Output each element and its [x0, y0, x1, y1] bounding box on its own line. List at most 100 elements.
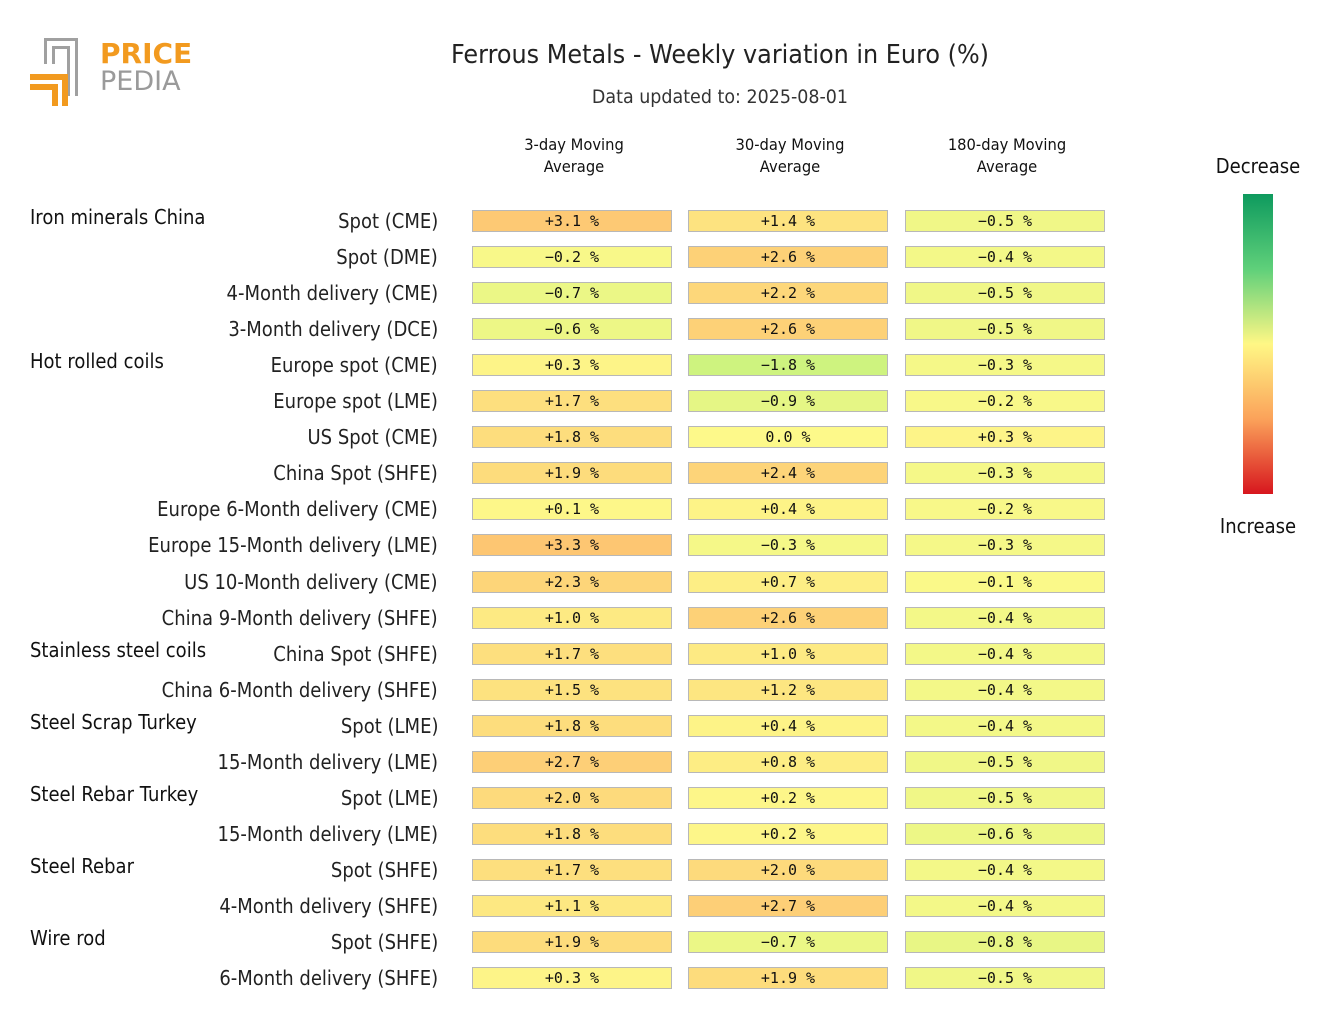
logo-text-pedia: PEDIA	[100, 66, 181, 97]
heatmap-cell: +2.2 %	[688, 282, 888, 305]
row-label: Spot (LME)	[340, 785, 438, 810]
heatmap-cell: −0.2 %	[472, 246, 672, 269]
heatmap-cell: −0.5 %	[905, 786, 1105, 809]
group-label: Steel Rebar	[30, 853, 134, 878]
logo-text-price: PRICE	[100, 37, 192, 70]
heatmap-cell: −0.3 %	[688, 534, 888, 557]
row-label: Europe 15-Month delivery (LME)	[148, 533, 438, 558]
heatmap-cell: +2.6 %	[688, 246, 888, 269]
heatmap-cell: −0.6 %	[905, 822, 1105, 845]
row-label: Spot (SHFE)	[330, 930, 438, 954]
heatmap-cell: −0.1 %	[905, 570, 1105, 593]
heatmap-cell: 0.0 %	[688, 426, 888, 449]
group-label: Steel Rebar Turkey	[30, 781, 199, 806]
heatmap-cell: −0.7 %	[472, 282, 672, 305]
row-label: 4-Month delivery (CME)	[226, 281, 438, 306]
group-label: Steel Scrap Turkey	[30, 709, 197, 734]
heatmap-cell: +0.2 %	[688, 822, 888, 845]
row-label: Spot (SHFE)	[330, 857, 438, 882]
heatmap-cell: +2.3 %	[472, 570, 672, 593]
heatmap-cell: −0.4 %	[905, 642, 1105, 665]
row-label: US Spot (CME)	[307, 425, 438, 450]
heatmap-cell: +0.4 %	[688, 714, 888, 737]
row-label: Spot (DME)	[336, 245, 438, 270]
heatmap-cell: −0.8 %	[905, 931, 1105, 953]
row-label: China 9-Month delivery (SHFE)	[162, 605, 438, 630]
heatmap-cell: +1.0 %	[688, 642, 888, 665]
heatmap-cell: +1.0 %	[472, 606, 672, 629]
row-label: 15-Month delivery (LME)	[217, 749, 438, 774]
heatmap-cell: +2.6 %	[688, 606, 888, 629]
heatmap-cell: +1.9 %	[472, 931, 672, 953]
heatmap-cell: −0.3 %	[905, 534, 1105, 557]
group-label: Iron minerals China	[30, 205, 206, 229]
row-label: US 10-Month delivery (CME)	[184, 569, 438, 594]
heatmap-cell: +2.0 %	[472, 786, 672, 809]
row-label: China Spot (SHFE)	[273, 641, 438, 666]
heatmap-cell: −0.4 %	[905, 858, 1105, 881]
heatmap-cell: −0.5 %	[905, 210, 1105, 232]
heatmap-cell: +1.8 %	[472, 822, 672, 845]
heatmap-cell: −0.3 %	[905, 462, 1105, 485]
heatmap-cell: −0.5 %	[905, 967, 1105, 990]
heatmap-cell: +1.5 %	[472, 678, 672, 701]
color-scale-bar	[1243, 194, 1273, 494]
heatmap-cell: +1.9 %	[688, 967, 888, 990]
heatmap-cell: +1.7 %	[472, 858, 672, 881]
heatmap-cell: +0.8 %	[688, 750, 888, 773]
row-label: 3-Month delivery (DCE)	[228, 317, 438, 342]
group-label: Hot rolled coils	[30, 349, 164, 374]
heatmap-cell: +0.2 %	[688, 786, 888, 809]
legend-increase-label: Increase	[1219, 514, 1297, 538]
row-label: Europe spot (CME)	[270, 353, 438, 378]
heatmap-cell: +1.8 %	[472, 714, 672, 737]
heatmap-cell: +1.1 %	[472, 894, 672, 917]
heatmap-cell: +0.3 %	[472, 354, 672, 377]
heatmap-cell: −0.4 %	[905, 894, 1105, 917]
group-label: Stainless steel coils	[30, 637, 207, 662]
group-label: Wire rod	[30, 926, 106, 950]
heatmap-cell: +1.2 %	[688, 678, 888, 701]
row-label: Spot (LME)	[340, 713, 438, 738]
heatmap-cell: +2.6 %	[688, 318, 888, 341]
heatmap-cell: +0.4 %	[688, 498, 888, 521]
heatmap-cell: +1.8 %	[472, 426, 672, 449]
chart-title: Ferrous Metals - Weekly variation in Eur…	[450, 40, 990, 70]
heatmap-cell: +2.4 %	[688, 462, 888, 485]
row-label: China Spot (SHFE)	[273, 461, 438, 486]
heatmap-cell: +0.3 %	[905, 426, 1105, 449]
heatmap-cell: +1.7 %	[472, 642, 672, 665]
heatmap-cell: +0.1 %	[472, 498, 672, 521]
heatmap-cell: −1.8 %	[688, 354, 888, 377]
heatmap-cell: −0.5 %	[905, 282, 1105, 305]
column-header-1: 3-day Moving Average	[524, 135, 624, 176]
column-header-2: 30-day Moving Average	[735, 135, 845, 176]
heatmap-cell: +0.3 %	[472, 967, 672, 990]
heatmap-cell: +1.9 %	[472, 462, 672, 485]
heatmap-cell: −0.6 %	[472, 318, 672, 341]
heatmap-cell: −0.2 %	[905, 390, 1105, 413]
row-label: 15-Month delivery (LME)	[217, 821, 438, 846]
heatmap-cell: −0.9 %	[688, 390, 888, 413]
heatmap-cell: −0.4 %	[905, 606, 1105, 629]
row-label: Europe spot (LME)	[273, 389, 438, 414]
pricepedia-logo: PRICE PEDIA	[30, 37, 192, 106]
heatmap-cell: +2.7 %	[688, 894, 888, 917]
heatmap-cell: +3.1 %	[472, 210, 672, 232]
heatmap-cell: +2.7 %	[472, 750, 672, 773]
row-label: 4-Month delivery (SHFE)	[219, 893, 438, 918]
row-label: China 6-Month delivery (SHFE)	[162, 677, 438, 702]
row-label: Spot (CME)	[337, 209, 438, 233]
heatmap-cell: −0.2 %	[905, 498, 1105, 521]
heatmap-cell: −0.7 %	[688, 931, 888, 953]
heatmap-cell: −0.5 %	[905, 318, 1105, 341]
heatmap-cell: −0.4 %	[905, 246, 1105, 269]
row-label: 6-Month delivery (SHFE)	[219, 966, 438, 991]
heatmap-cell: −0.4 %	[905, 678, 1105, 701]
heatmap-cell: −0.3 %	[905, 354, 1105, 377]
row-label: Europe 6-Month delivery (CME)	[157, 497, 438, 522]
heatmap-cell: +1.4 %	[688, 210, 888, 232]
heatmap-cell: −0.5 %	[905, 750, 1105, 773]
heatmap-cell: +2.0 %	[688, 858, 888, 881]
legend-decrease-label: Decrease	[1215, 154, 1301, 178]
